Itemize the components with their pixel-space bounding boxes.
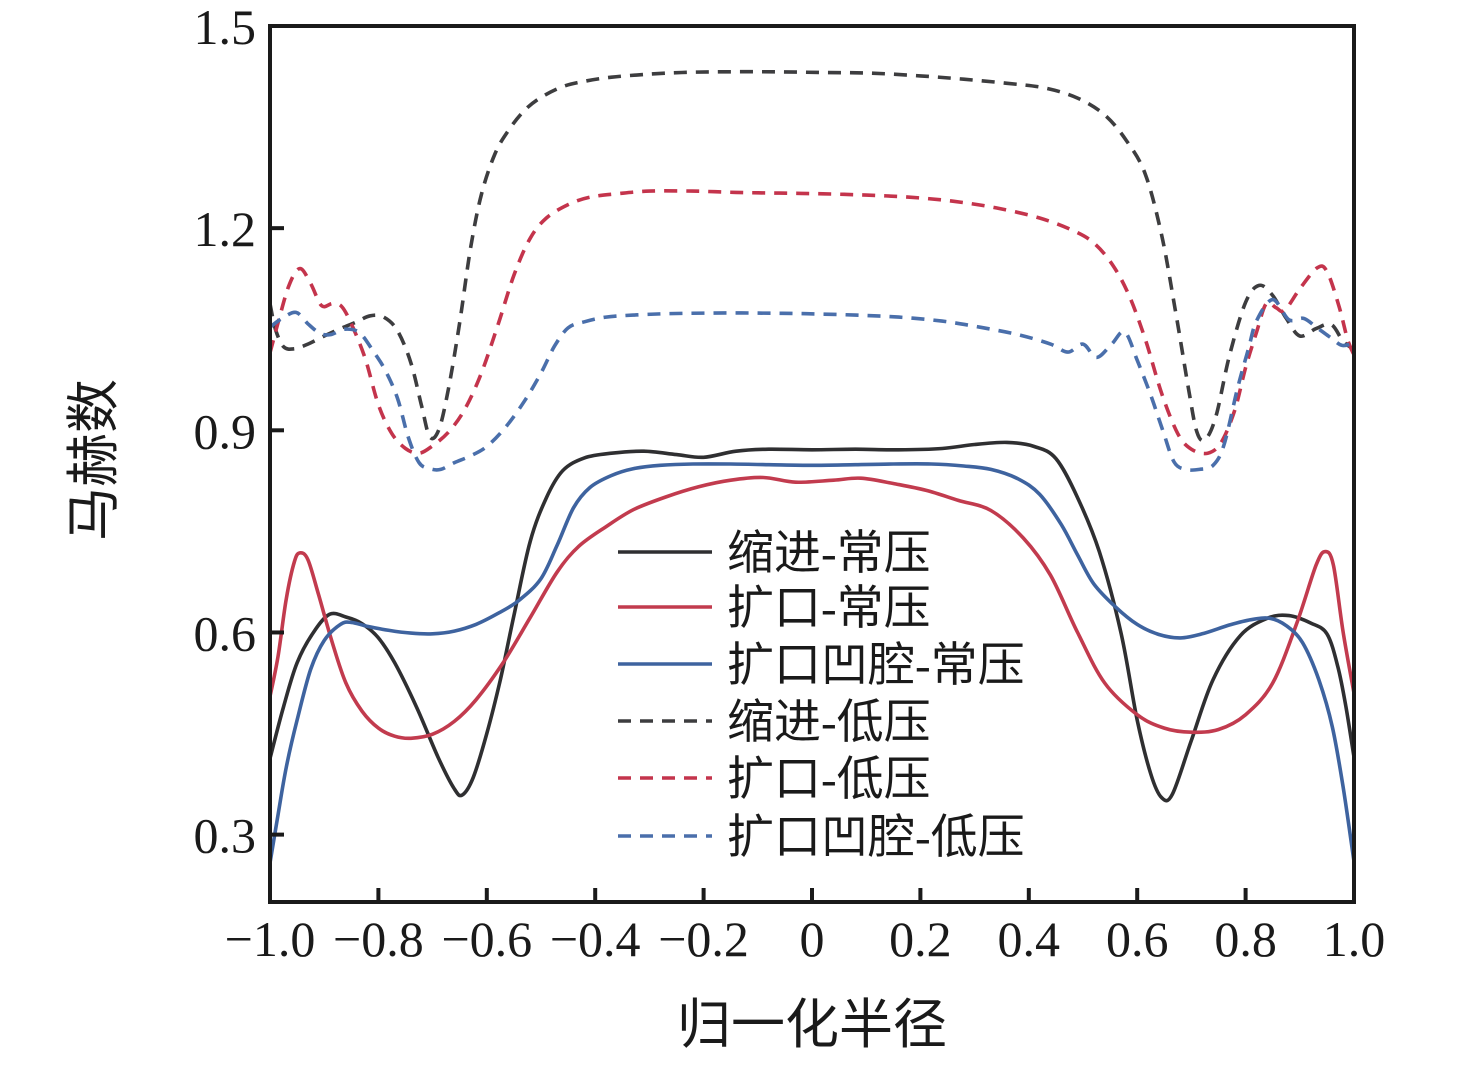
plot-border bbox=[268, 24, 1356, 904]
y-axis-tick-labels: 0.3 0.6 0.9 1.2 1.5 bbox=[194, 0, 257, 864]
x-axis-title: 归一化半径 bbox=[677, 995, 947, 1055]
legend-item: 扩口凹腔-常压 bbox=[618, 640, 1025, 692]
x-tick-label: 1.0 bbox=[1323, 911, 1386, 967]
x-axis-ticks bbox=[268, 888, 1356, 902]
legend-label: 扩口-常压 bbox=[727, 583, 931, 635]
y-tick-label: 0.6 bbox=[194, 605, 257, 661]
y-tick-label: 1.5 bbox=[194, 0, 257, 55]
series-line-2 bbox=[268, 462, 1356, 864]
legend-item: 扩口凹腔-低压 bbox=[618, 812, 1025, 864]
series-line-5 bbox=[268, 297, 1355, 472]
x-tick-label: 0 bbox=[800, 911, 825, 967]
series-line-1 bbox=[268, 475, 1356, 741]
y-tick-label: 1.2 bbox=[194, 201, 257, 257]
y-tick-label: 0.3 bbox=[194, 808, 257, 864]
series-line-0 bbox=[268, 440, 1356, 803]
x-tick-label: 0.4 bbox=[998, 911, 1061, 967]
legend-label: 扩口凹腔-低压 bbox=[727, 812, 1025, 864]
y-axis-title: 马赫数 bbox=[64, 379, 124, 541]
series-line-4 bbox=[268, 189, 1356, 456]
legend-label: 缩进-常压 bbox=[727, 528, 931, 580]
y-tick-label: 0.9 bbox=[194, 403, 257, 459]
series-line-3 bbox=[268, 69, 1356, 443]
x-axis-tick-labels: −1.0 −0.8 −0.6 −0.4 −0.2 0 0.2 0.4 0.6 0.8 1.0 bbox=[225, 911, 1386, 967]
legend-item: 扩口-常压 bbox=[618, 583, 931, 635]
legend-item: 缩进-常压 bbox=[618, 528, 931, 580]
x-tick-label: −0.4 bbox=[550, 911, 641, 967]
legend-item: 扩口-低压 bbox=[618, 754, 931, 806]
x-tick-label: 0.2 bbox=[889, 911, 952, 967]
legend-label: 扩口-低压 bbox=[727, 754, 931, 806]
series-lines bbox=[268, 69, 1356, 864]
legend-label: 缩进-低压 bbox=[727, 697, 931, 749]
x-tick-label: −0.6 bbox=[441, 911, 532, 967]
x-tick-label: −0.8 bbox=[333, 911, 424, 967]
x-tick-label: −0.2 bbox=[658, 911, 749, 967]
x-tick-label: −1.0 bbox=[225, 911, 316, 967]
legend-item: 缩进-低压 bbox=[618, 697, 931, 749]
x-tick-label: 0.8 bbox=[1214, 911, 1277, 967]
x-tick-label: 0.6 bbox=[1106, 911, 1169, 967]
legend-label: 扩口凹腔-常压 bbox=[727, 640, 1025, 692]
